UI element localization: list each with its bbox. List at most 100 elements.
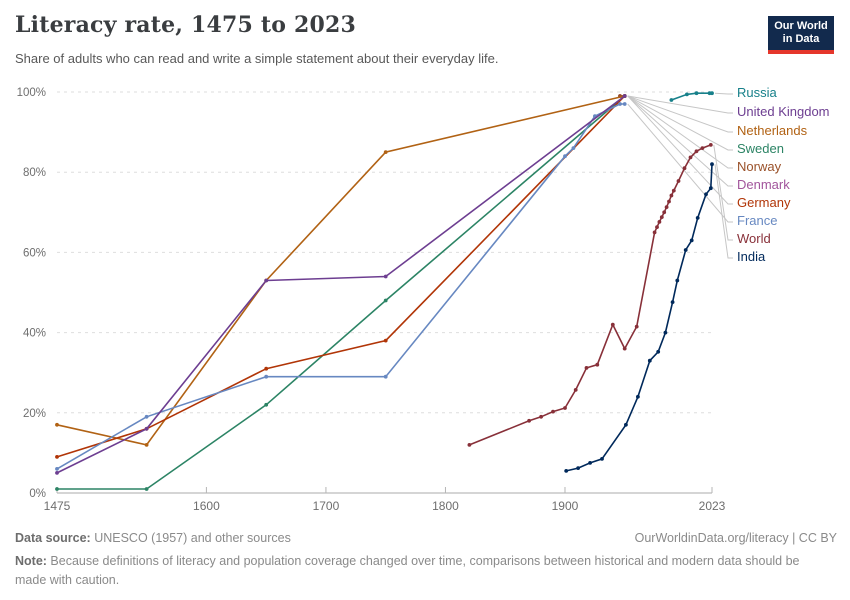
series-point-sweden[interactable] [264, 402, 269, 407]
series-point-world[interactable] [527, 418, 531, 423]
series-point-united-kingdom[interactable] [264, 278, 269, 283]
series-point-united-kingdom[interactable] [55, 471, 59, 475]
series-point-russia[interactable] [685, 92, 689, 97]
legend-item-france[interactable]: France [737, 213, 778, 228]
series-point-world[interactable] [688, 155, 693, 160]
series-point-world[interactable] [662, 210, 667, 215]
series-line-netherlands[interactable] [56, 95, 625, 446]
series-point-india[interactable] [588, 461, 592, 465]
legend-item-india[interactable]: India [737, 249, 766, 264]
series-line-france[interactable] [56, 103, 625, 470]
series-point-world[interactable] [595, 362, 600, 367]
series-point-india[interactable] [656, 349, 661, 354]
legend-connector [627, 95, 733, 169]
series-point-france[interactable] [618, 102, 622, 106]
note-label: Note: [15, 554, 47, 568]
series-point-world[interactable] [584, 366, 589, 370]
series-point-united-kingdom[interactable] [383, 274, 388, 279]
series-point-india[interactable] [689, 238, 694, 243]
series-point-france[interactable] [264, 374, 269, 379]
series-point-germany[interactable] [383, 338, 388, 343]
series-point-united-kingdom[interactable] [622, 94, 627, 98]
series-point-sweden[interactable] [383, 298, 388, 303]
series-point-world[interactable] [667, 199, 671, 204]
series-point-world[interactable] [659, 215, 664, 220]
legend-item-world[interactable]: World [737, 231, 771, 246]
legend-item-germany[interactable]: Germany [737, 195, 791, 210]
series-point-world[interactable] [694, 149, 699, 154]
series-point-world[interactable] [551, 409, 555, 414]
series-point-russia[interactable] [710, 91, 714, 96]
series-point-world[interactable] [610, 322, 615, 327]
series-point-world[interactable] [676, 179, 681, 183]
series-point-world[interactable] [634, 324, 639, 329]
y-tick-label: 100% [17, 87, 46, 99]
series-point-russia[interactable] [694, 91, 699, 96]
series-point-world[interactable] [622, 346, 627, 351]
series-point-germany[interactable] [264, 366, 269, 371]
series-point-world[interactable] [573, 388, 578, 392]
legend-connector [627, 95, 733, 151]
owid-logo-accent-bar [768, 50, 834, 54]
series-point-india[interactable] [675, 278, 680, 283]
series-point-world[interactable] [563, 406, 567, 410]
series-point-world[interactable] [657, 220, 662, 224]
data-source-text[interactable]: UNESCO (1957) and other sources [90, 531, 291, 545]
series-point-india[interactable] [670, 300, 675, 304]
chart-canvas[interactable]: 0% 20% 40% 60% 80% 100% 1475 1600 1700 1800 1900 20… [0, 75, 850, 535]
series-point-world[interactable] [467, 443, 472, 447]
series-line-world[interactable] [469, 144, 712, 446]
series-point-world[interactable] [655, 225, 659, 230]
series-point-france[interactable] [571, 146, 576, 150]
series-point-india[interactable] [710, 162, 714, 167]
series-point-germany[interactable] [55, 455, 59, 459]
series-point-russia[interactable] [669, 98, 674, 102]
series-line-germany[interactable] [56, 95, 626, 458]
series-point-sweden[interactable] [55, 487, 59, 491]
series-point-india[interactable] [708, 186, 713, 191]
owid-url-link[interactable]: OurWorldinData.org/literacy | CC BY [634, 531, 837, 545]
chart-footer: Data source: UNESCO (1957) and other sou… [15, 531, 837, 590]
series-point-france[interactable] [55, 467, 59, 471]
series-point-world[interactable] [652, 230, 657, 235]
series-line-russia[interactable] [671, 92, 712, 101]
chart-plot[interactable]: 0% 20% 40% 60% 80% 100% 1475 1600 1700 1800 1900 20… [0, 75, 850, 535]
series-point-france[interactable] [622, 102, 627, 106]
series-point-india[interactable] [647, 358, 652, 363]
series-point-sweden[interactable] [144, 487, 149, 491]
owid-logo[interactable]: Our World in Data [768, 16, 834, 54]
series-point-world[interactable] [671, 188, 676, 193]
series-point-india[interactable] [624, 422, 628, 427]
series-point-netherlands[interactable] [144, 443, 149, 447]
x-tick-label: 1800 [432, 499, 459, 513]
series-point-india[interactable] [636, 394, 640, 399]
series-point-world[interactable] [682, 166, 687, 171]
series-point-world[interactable] [669, 193, 674, 198]
legend-item-norway[interactable]: Norway [737, 159, 782, 174]
note-text: Because definitions of literacy and popu… [15, 554, 800, 587]
series-point-france[interactable] [383, 374, 388, 379]
series-point-world[interactable] [700, 146, 705, 150]
series-point-netherlands[interactable] [383, 150, 388, 154]
legend-item-sweden[interactable]: Sweden [737, 141, 784, 156]
series-point-world[interactable] [708, 143, 713, 147]
series-point-india[interactable] [695, 216, 700, 220]
series-point-india[interactable] [683, 248, 688, 252]
legend-item-russia[interactable]: Russia [737, 85, 777, 100]
series-point-world[interactable] [539, 414, 543, 419]
series-point-france[interactable] [144, 414, 149, 419]
series-point-world[interactable] [664, 205, 669, 210]
series-point-france[interactable] [563, 154, 567, 159]
legend-item-united-kingdom[interactable]: United Kingdom [737, 104, 830, 119]
series-point-india[interactable] [576, 466, 580, 470]
legend-item-denmark[interactable]: Denmark [737, 177, 790, 192]
series-point-united-kingdom[interactable] [144, 426, 149, 431]
series-point-india[interactable] [704, 192, 708, 197]
y-tick-label: 60% [23, 247, 46, 259]
series-point-india[interactable] [600, 457, 604, 461]
data-source[interactable]: Data source: UNESCO (1957) and other sou… [15, 531, 291, 545]
series-point-india[interactable] [564, 469, 569, 473]
series-point-india[interactable] [663, 330, 668, 335]
legend-item-netherlands[interactable]: Netherlands [737, 123, 808, 138]
series-point-netherlands[interactable] [55, 422, 59, 427]
